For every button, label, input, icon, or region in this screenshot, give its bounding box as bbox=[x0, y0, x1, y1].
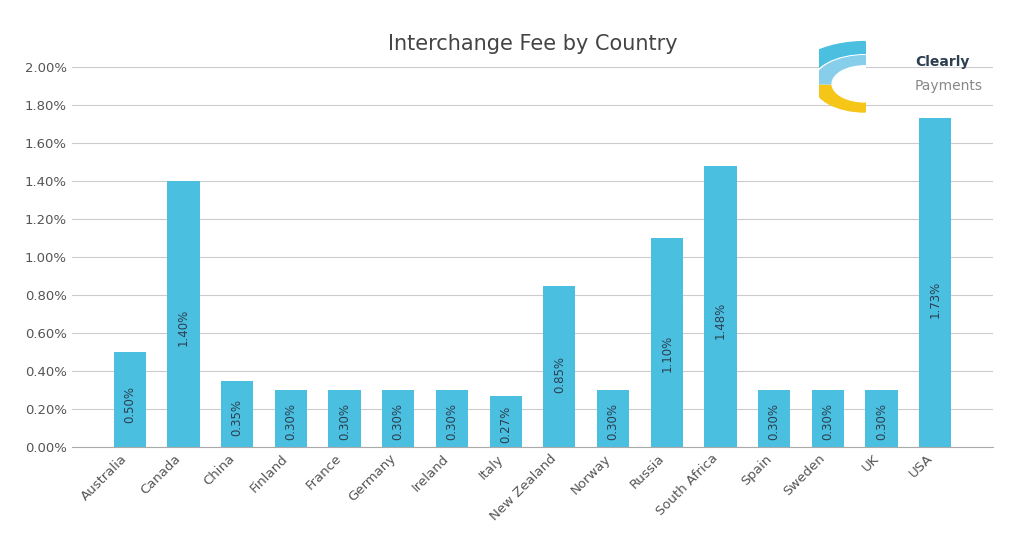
Text: 0.30%: 0.30% bbox=[876, 403, 888, 440]
Text: 0.85%: 0.85% bbox=[553, 356, 566, 393]
Bar bbox=[489, 396, 522, 447]
Wedge shape bbox=[787, 41, 865, 84]
Text: 0.27%: 0.27% bbox=[499, 405, 512, 443]
Bar bbox=[812, 390, 844, 447]
Bar bbox=[543, 286, 575, 447]
Text: 1.10%: 1.10% bbox=[660, 334, 673, 372]
Bar bbox=[329, 390, 360, 447]
Title: Interchange Fee by Country: Interchange Fee by Country bbox=[388, 35, 677, 54]
Bar bbox=[597, 390, 629, 447]
Text: 0.30%: 0.30% bbox=[606, 403, 620, 440]
Text: 0.35%: 0.35% bbox=[230, 399, 244, 436]
Bar bbox=[221, 381, 253, 447]
Bar bbox=[436, 390, 468, 447]
Wedge shape bbox=[814, 84, 865, 112]
Bar bbox=[865, 390, 898, 447]
Wedge shape bbox=[812, 55, 865, 84]
Text: 0.30%: 0.30% bbox=[392, 403, 404, 440]
Text: Payments: Payments bbox=[915, 79, 983, 93]
Text: 0.30%: 0.30% bbox=[821, 403, 835, 440]
Bar bbox=[758, 390, 791, 447]
Text: 0.30%: 0.30% bbox=[285, 403, 297, 440]
Bar bbox=[274, 390, 307, 447]
Bar bbox=[920, 119, 951, 447]
Bar bbox=[650, 238, 683, 447]
Text: 0.30%: 0.30% bbox=[445, 403, 459, 440]
Bar bbox=[705, 166, 736, 447]
Wedge shape bbox=[833, 66, 865, 102]
Wedge shape bbox=[814, 56, 865, 84]
Text: 0.50%: 0.50% bbox=[123, 386, 136, 423]
Text: 1.40%: 1.40% bbox=[177, 309, 189, 346]
Text: 0.30%: 0.30% bbox=[338, 403, 351, 440]
Bar bbox=[114, 352, 145, 447]
Text: 1.48%: 1.48% bbox=[714, 302, 727, 339]
Text: Clearly: Clearly bbox=[915, 55, 970, 69]
Text: 1.73%: 1.73% bbox=[929, 281, 942, 318]
Bar bbox=[382, 390, 415, 447]
Bar bbox=[167, 181, 200, 447]
Text: 0.30%: 0.30% bbox=[768, 403, 780, 440]
